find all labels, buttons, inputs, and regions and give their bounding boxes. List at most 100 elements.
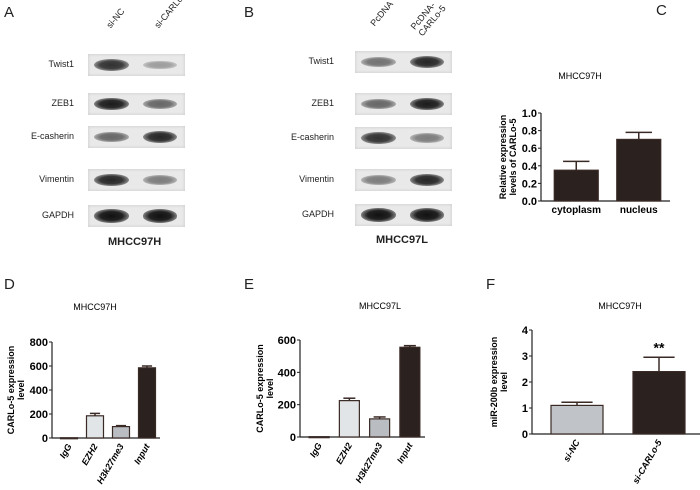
bar-cytoplasm (553, 169, 599, 202)
x-tick-label: IgG (308, 441, 324, 459)
protein-label: ZEB1 (51, 98, 74, 108)
y-axis-label-line: levels of CARLo-5 (508, 118, 518, 195)
y-tick-label: 2 (522, 377, 528, 389)
y-axis-label-line: level (16, 380, 26, 400)
protein-band (409, 55, 444, 69)
bar-si-carlo-5 (632, 371, 686, 435)
chart-title: MHCC97H (558, 71, 602, 81)
y-axis-label: CARLo-5 expressionlevel (255, 344, 275, 433)
y-tick-label: 400 (278, 367, 296, 379)
protein-label: Twist1 (48, 59, 74, 69)
cell-line-label: MHCC97L (376, 234, 428, 246)
y-axis-label-line: CARLo-5 expression (6, 346, 16, 435)
blot-strip (355, 93, 452, 115)
panel-label-d: D (4, 276, 15, 293)
protein-band (142, 60, 177, 70)
y-tick-label: 0 (522, 429, 528, 441)
blot-strip (355, 127, 452, 149)
y-tick-label: 0 (42, 433, 48, 445)
protein-band (361, 175, 396, 185)
protein-band (94, 97, 129, 111)
x-tick-label: EZH2 (334, 441, 354, 466)
y-axis-label-line: miR-200b expression (489, 337, 499, 428)
protein-band (94, 131, 129, 143)
chart-title: MHCC97H (73, 302, 117, 312)
blot-strip (88, 54, 185, 76)
blot-strip (88, 126, 185, 148)
chart-e: MHCC97L CARLo-5 expressionlevel 0 200 400 600… (255, 301, 425, 485)
bar-h3k27me3 (111, 426, 131, 439)
y-tick-label: 1 (522, 403, 528, 415)
panel-label-e: E (244, 276, 255, 293)
blot-strip (88, 93, 185, 115)
panel-label-f: F (486, 276, 496, 293)
x-tick-label: IgG (58, 442, 74, 460)
bar-igg (308, 436, 330, 439)
x-tick-label: H3k27me3 (353, 441, 384, 485)
y-axis-label-line: level (265, 378, 275, 398)
protein-band (361, 131, 396, 145)
y-tick-label: 0.2 (522, 178, 537, 190)
cell-line-label: MHCC97H (108, 236, 162, 248)
x-tick-label: H3k27me3 (95, 442, 126, 486)
x-tick-label: si-CARLo-5 (631, 437, 665, 485)
bar-igg (59, 437, 79, 440)
chart-c: MHCC97H Relative expressionlevels of CARL… (498, 71, 670, 216)
panel-label-a: A (4, 4, 15, 21)
y-axis-label: CARLo-5 expressionlevel (6, 346, 26, 435)
y-tick-label: 1.0 (522, 108, 537, 120)
protein-band (361, 56, 396, 68)
x-tick-label: EZH2 (80, 442, 100, 467)
x-tick-label: si-NC (561, 438, 582, 464)
protein-label: E-casherin (290, 132, 334, 142)
chart-d: MHCC97H CARLo-5 expressionlevel 0 200 400 600… (6, 302, 160, 486)
y-tick-label: 4 (522, 325, 529, 337)
chart-title: MHCC97L (359, 301, 401, 311)
protein-band (142, 175, 177, 185)
y-axis-label-line: level (499, 372, 509, 392)
protein-band (142, 209, 177, 223)
protein-label: Twist1 (308, 56, 334, 66)
blot-strip (88, 205, 185, 227)
protein-label: E-casherin (30, 131, 74, 141)
blot-strip (88, 169, 185, 191)
y-axis-label-line: CARLo-5 expression (255, 344, 265, 433)
blot-strip (355, 169, 452, 191)
y-tick-label: 3 (522, 351, 528, 363)
y-tick-label: 0 (290, 432, 296, 444)
y-tick-label: 200 (278, 400, 296, 412)
blot-strip (355, 51, 452, 73)
y-tick-label: 600 (278, 335, 296, 347)
bar-nucleus (616, 138, 662, 202)
panel-label-b: B (244, 4, 255, 21)
panel-label-c: C (656, 2, 667, 19)
protein-label: Vimentin (39, 174, 74, 184)
protein-band (409, 173, 444, 187)
protein-band (94, 58, 129, 72)
blot-strip (355, 204, 452, 226)
bar-si-nc (550, 404, 604, 435)
protein-label: GAPDH (41, 210, 74, 220)
y-axis-label: miR-200b expressionlevel (489, 337, 509, 428)
y-tick-label: 400 (30, 385, 48, 397)
bar-ezh2 (338, 400, 360, 438)
significance-marker: ** (654, 339, 665, 355)
bar-input (399, 346, 421, 438)
protein-label: GAPDH (301, 209, 334, 219)
chart-f: MHCC97H miR-200b expressionlevel 0 1 2 3 4 si-N… (489, 301, 700, 485)
y-tick-label: 800 (30, 337, 48, 349)
x-tick-label: cytoplasm (552, 205, 602, 216)
protein-band (142, 98, 177, 110)
y-axis-label: Relative expressionlevels of CARLo-5 (498, 115, 518, 200)
protein-band (409, 97, 444, 111)
bar-h3k27me3 (369, 418, 391, 438)
protein-label: ZEB1 (311, 98, 334, 108)
protein-band (361, 208, 396, 222)
x-tick-label: Input (395, 440, 415, 465)
y-tick-label: 0.6 (522, 143, 537, 155)
bar-ezh2 (85, 415, 105, 439)
x-tick-label: nucleus (620, 205, 658, 216)
y-tick-label: 0.0 (522, 196, 537, 208)
